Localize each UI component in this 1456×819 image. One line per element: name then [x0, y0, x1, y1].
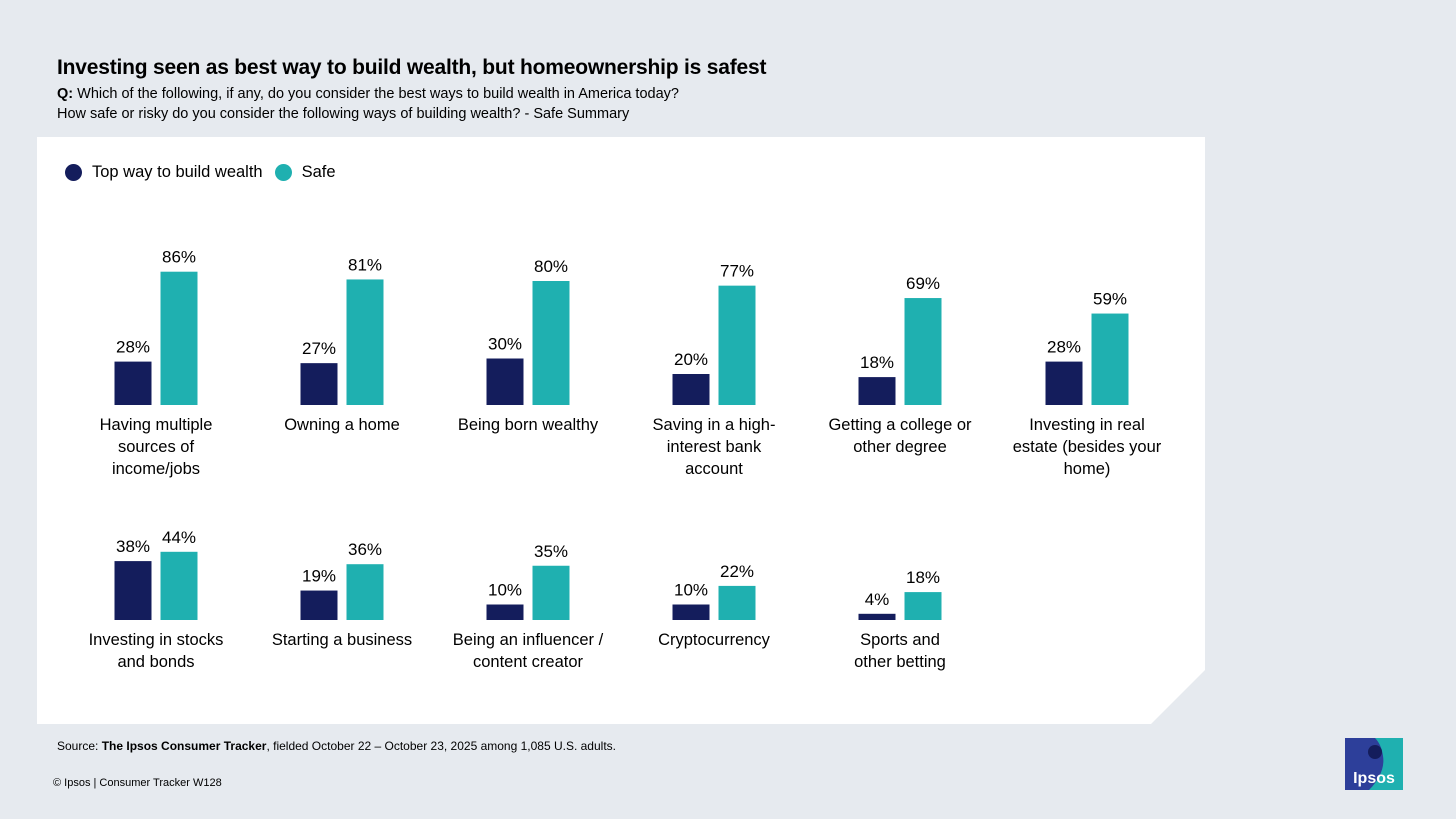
data-label-safe-cryptocurrency: 22% [720, 562, 754, 581]
legend-label-safe: Safe [301, 163, 336, 181]
category-label-being-an-influencer-content-creator: Being an influencer / content creator [453, 631, 604, 671]
data-label-top-way-to-build-wealth-investing-in-stocks-and-bonds: 38% [116, 537, 150, 556]
question-line-2: How safe or risky do you consider the fo… [57, 106, 630, 122]
bar-top-way-to-build-wealth-starting-a-business [300, 590, 338, 620]
data-label-safe-investing-in-stocks-and-bonds: 44% [162, 528, 196, 547]
bar-safe-investing-in-real-estate-besides-your-home [1091, 313, 1129, 405]
bar-safe-having-multiple-sources-of-income-jobs [160, 271, 198, 405]
bar-safe-investing-in-stocks-and-bonds [160, 551, 198, 620]
data-label-top-way-to-build-wealth-getting-a-college-or-other-degree: 18% [860, 353, 894, 372]
data-label-safe-sports-and-other-betting: 18% [906, 568, 940, 587]
bar-top-way-to-build-wealth-saving-in-a-high-interest-bank-account [672, 374, 710, 405]
category-label-investing-in-stocks-and-bonds: Investing in stocks and bonds [89, 631, 224, 671]
bar-safe-owning-a-home [346, 279, 384, 405]
chart-card [37, 137, 1205, 724]
bar-safe-getting-a-college-or-other-degree [904, 298, 942, 405]
data-label-top-way-to-build-wealth-sports-and-other-betting: 4% [865, 590, 890, 609]
bar-top-way-to-build-wealth-investing-in-real-estate-besides-your-home [1045, 361, 1083, 405]
legend-label-top-way: Top way to build wealth [92, 163, 263, 181]
data-label-top-way-to-build-wealth-starting-a-business: 19% [302, 567, 336, 586]
bar-top-way-to-build-wealth-investing-in-stocks-and-bonds [114, 561, 152, 620]
source-note: Source: The Ipsos Consumer Tracker, fiel… [57, 739, 616, 753]
bar-top-way-to-build-wealth-being-born-wealthy [486, 358, 524, 405]
data-label-safe-being-born-wealthy: 80% [534, 257, 568, 276]
source-details: , fielded October 22 – October 23, 2025 … [266, 739, 616, 753]
category-label-sports-and-other-betting: Sports and other betting [854, 631, 946, 671]
question-line-1: Q: Which of the following, if any, do yo… [57, 86, 679, 102]
category-label-having-multiple-sources-of-income-jobs: Having multiple sources of income/jobs [100, 416, 213, 478]
bar-safe-being-born-wealthy [532, 281, 570, 405]
data-label-safe-getting-a-college-or-other-degree: 69% [906, 274, 940, 293]
bar-top-way-to-build-wealth-being-an-influencer-content-creator [486, 604, 524, 620]
bar-top-way-to-build-wealth-having-multiple-sources-of-income-jobs [114, 361, 152, 405]
category-label-cryptocurrency: Cryptocurrency [658, 631, 771, 649]
category-label-starting-a-business: Starting a business [272, 631, 412, 649]
question-prefix: Q: [57, 86, 74, 102]
data-label-top-way-to-build-wealth-owning-a-home: 27% [302, 339, 336, 358]
legend-item-top-way: Top way to build wealth [65, 163, 263, 182]
data-label-safe-saving-in-a-high-interest-bank-account: 77% [720, 262, 754, 281]
bar-safe-being-an-influencer-content-creator [532, 565, 570, 620]
data-label-safe-investing-in-real-estate-besides-your-home: 59% [1093, 290, 1127, 309]
data-label-safe-having-multiple-sources-of-income-jobs: 86% [162, 248, 196, 267]
data-label-safe-owning-a-home: 81% [348, 255, 382, 274]
legend-swatch-top-way [65, 164, 82, 181]
data-label-top-way-to-build-wealth-saving-in-a-high-interest-bank-account: 20% [674, 350, 708, 369]
data-label-top-way-to-build-wealth-investing-in-real-estate-besides-your-home: 28% [1047, 338, 1081, 357]
category-label-saving-in-a-high-interest-bank-account: Saving in a high-interest bank account [653, 416, 776, 478]
legend-item-safe: Safe [274, 163, 336, 182]
category-label-owning-a-home: Owning a home [284, 416, 400, 434]
data-label-safe-being-an-influencer-content-creator: 35% [534, 542, 568, 561]
ipsos-logo: Ipsos [1345, 738, 1403, 790]
chart-title: Investing seen as best way to build weal… [57, 56, 767, 79]
category-label-investing-in-real-estate-besides-your-home: Investing in real estate (besides your hom… [1013, 416, 1162, 478]
bar-top-way-to-build-wealth-owning-a-home [300, 363, 338, 405]
bar-safe-saving-in-a-high-interest-bank-account [718, 285, 756, 405]
bar-top-way-to-build-wealth-cryptocurrency [672, 604, 710, 620]
bar-safe-cryptocurrency [718, 585, 756, 620]
legend-swatch-safe [274, 164, 292, 181]
bar-top-way-to-build-wealth-getting-a-college-or-other-degree [858, 377, 896, 405]
bar-safe-starting-a-business [346, 564, 384, 620]
data-label-top-way-to-build-wealth-being-an-influencer-content-creator: 10% [488, 581, 522, 600]
source-name: The Ipsos Consumer Tracker [101, 739, 267, 753]
category-label-being-born-wealthy: Being born wealthy [458, 416, 599, 434]
legend: Top way to build wealth Safe [65, 163, 348, 182]
logo-text: Ipsos [1353, 770, 1395, 787]
data-label-top-way-to-build-wealth-cryptocurrency: 10% [674, 581, 708, 600]
data-label-top-way-to-build-wealth-having-multiple-sources-of-income-jobs: 28% [116, 338, 150, 357]
bar-top-way-to-build-wealth-sports-and-other-betting [858, 613, 896, 620]
data-label-safe-starting-a-business: 36% [348, 540, 382, 559]
copyright: © Ipsos | Consumer Tracker W128 [53, 777, 222, 789]
source-prefix: Source: [57, 739, 99, 753]
data-label-top-way-to-build-wealth-being-born-wealthy: 30% [488, 335, 522, 354]
bar-safe-sports-and-other-betting [904, 592, 942, 620]
category-label-getting-a-college-or-other-degree: Getting a college or other degree [828, 416, 972, 456]
question-text-1: Which of the following, if any, do you c… [77, 86, 679, 102]
